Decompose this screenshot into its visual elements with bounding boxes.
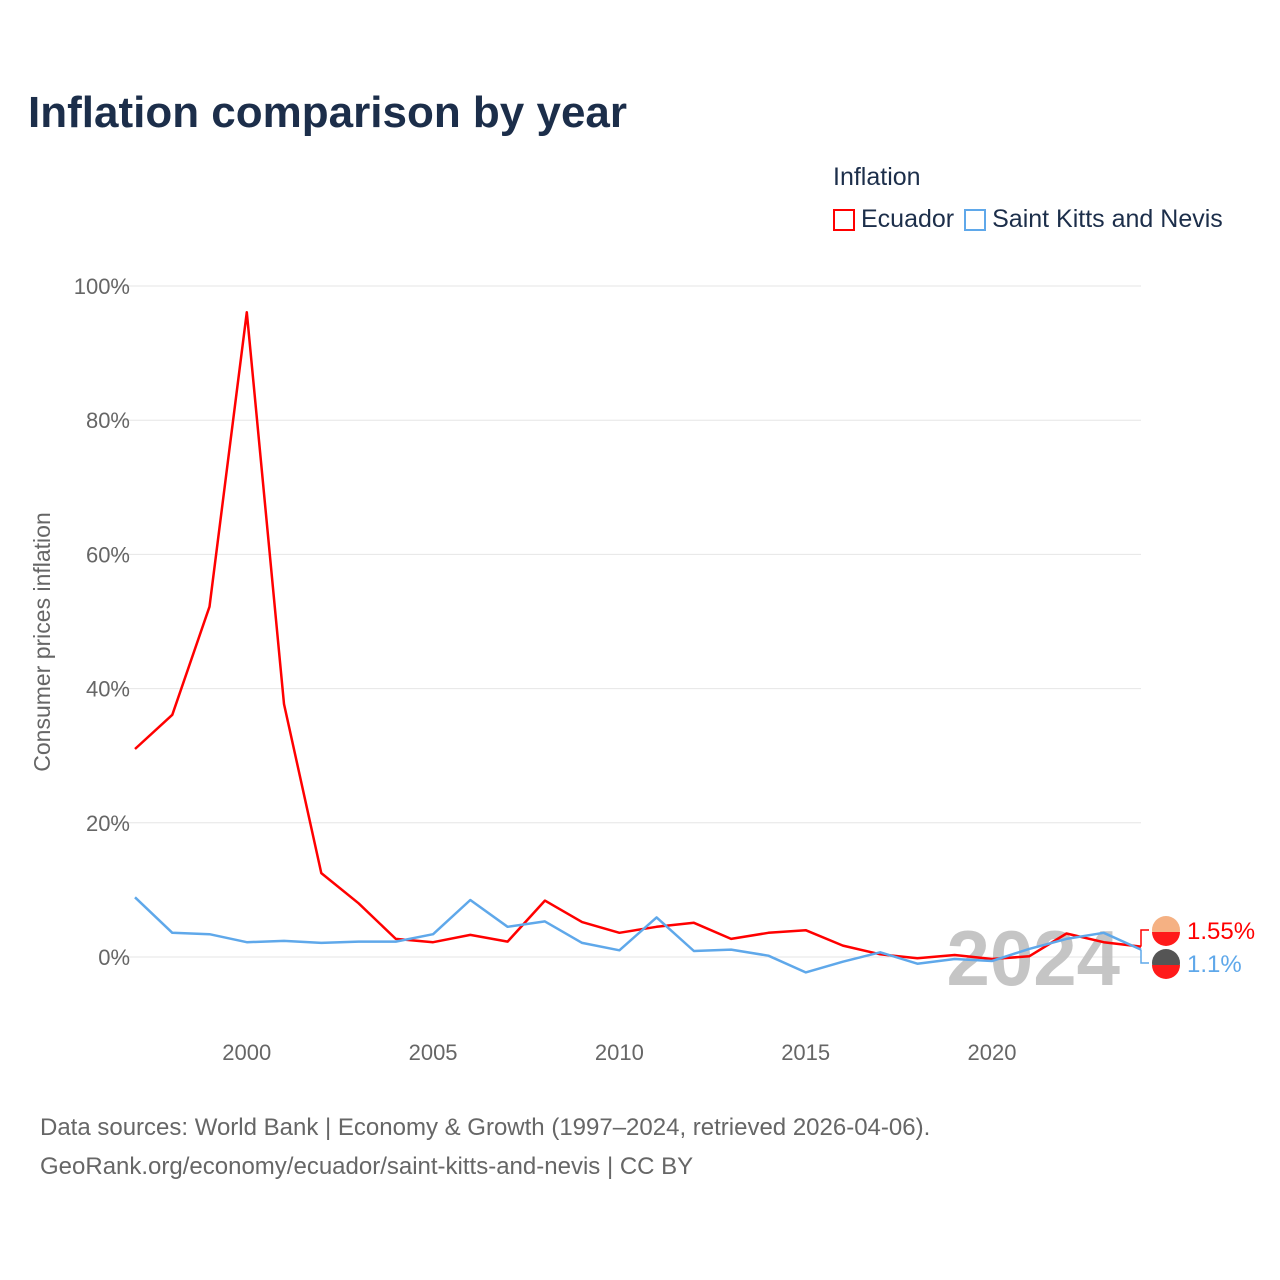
end-label-connector (1140, 949, 1149, 964)
legend-item-ecuador[interactable]: Ecuador (833, 205, 954, 234)
legend: Ecuador Saint Kitts and Nevis (833, 205, 1223, 234)
legend-label: Saint Kitts and Nevis (992, 205, 1223, 233)
x-tick-label: 2010 (595, 1040, 644, 1065)
legend-label: Ecuador (861, 205, 955, 233)
x-tick-label: 2000 (222, 1040, 271, 1065)
source-line-2[interactable]: GeoRank.org/economy/ecuador/saint-kitts-… (40, 1153, 694, 1180)
legend-swatch (964, 208, 987, 231)
legend-swatch (833, 208, 855, 231)
legend-title: Inflation (833, 163, 921, 191)
legend-item-saint-kitts[interactable]: Saint Kitts and Nevis (964, 205, 1223, 234)
source-line-1: Data sources: World Bank | Economy & Gro… (40, 1114, 931, 1141)
y-tick-label: 20% (86, 811, 130, 836)
y-tick-label: 80% (86, 408, 130, 433)
y-tick-label: 100% (74, 274, 130, 299)
x-tick-label: 2015 (781, 1040, 830, 1065)
y-tick-label: 40% (86, 677, 130, 702)
y-tick-label: 60% (86, 542, 130, 567)
end-value-label: 1.55% (1187, 918, 1255, 945)
end-value-label: 1.1% (1187, 951, 1242, 978)
x-tick-label: 2005 (409, 1040, 458, 1065)
chart-title: Inflation comparison by year (28, 88, 628, 137)
x-tick-label: 2020 (967, 1040, 1016, 1065)
flag-detail (1152, 965, 1180, 979)
y-axis-label: Consumer prices inflation (29, 512, 55, 772)
end-label-connector (1140, 929, 1149, 947)
flag-detail (1152, 932, 1180, 946)
series-line-0 (134, 310, 1142, 961)
source-note: Data sources: World Bank | Economy & Gro… (40, 1108, 930, 1186)
series-line-1 (134, 896, 1142, 974)
y-tick-label: 0% (98, 945, 130, 970)
